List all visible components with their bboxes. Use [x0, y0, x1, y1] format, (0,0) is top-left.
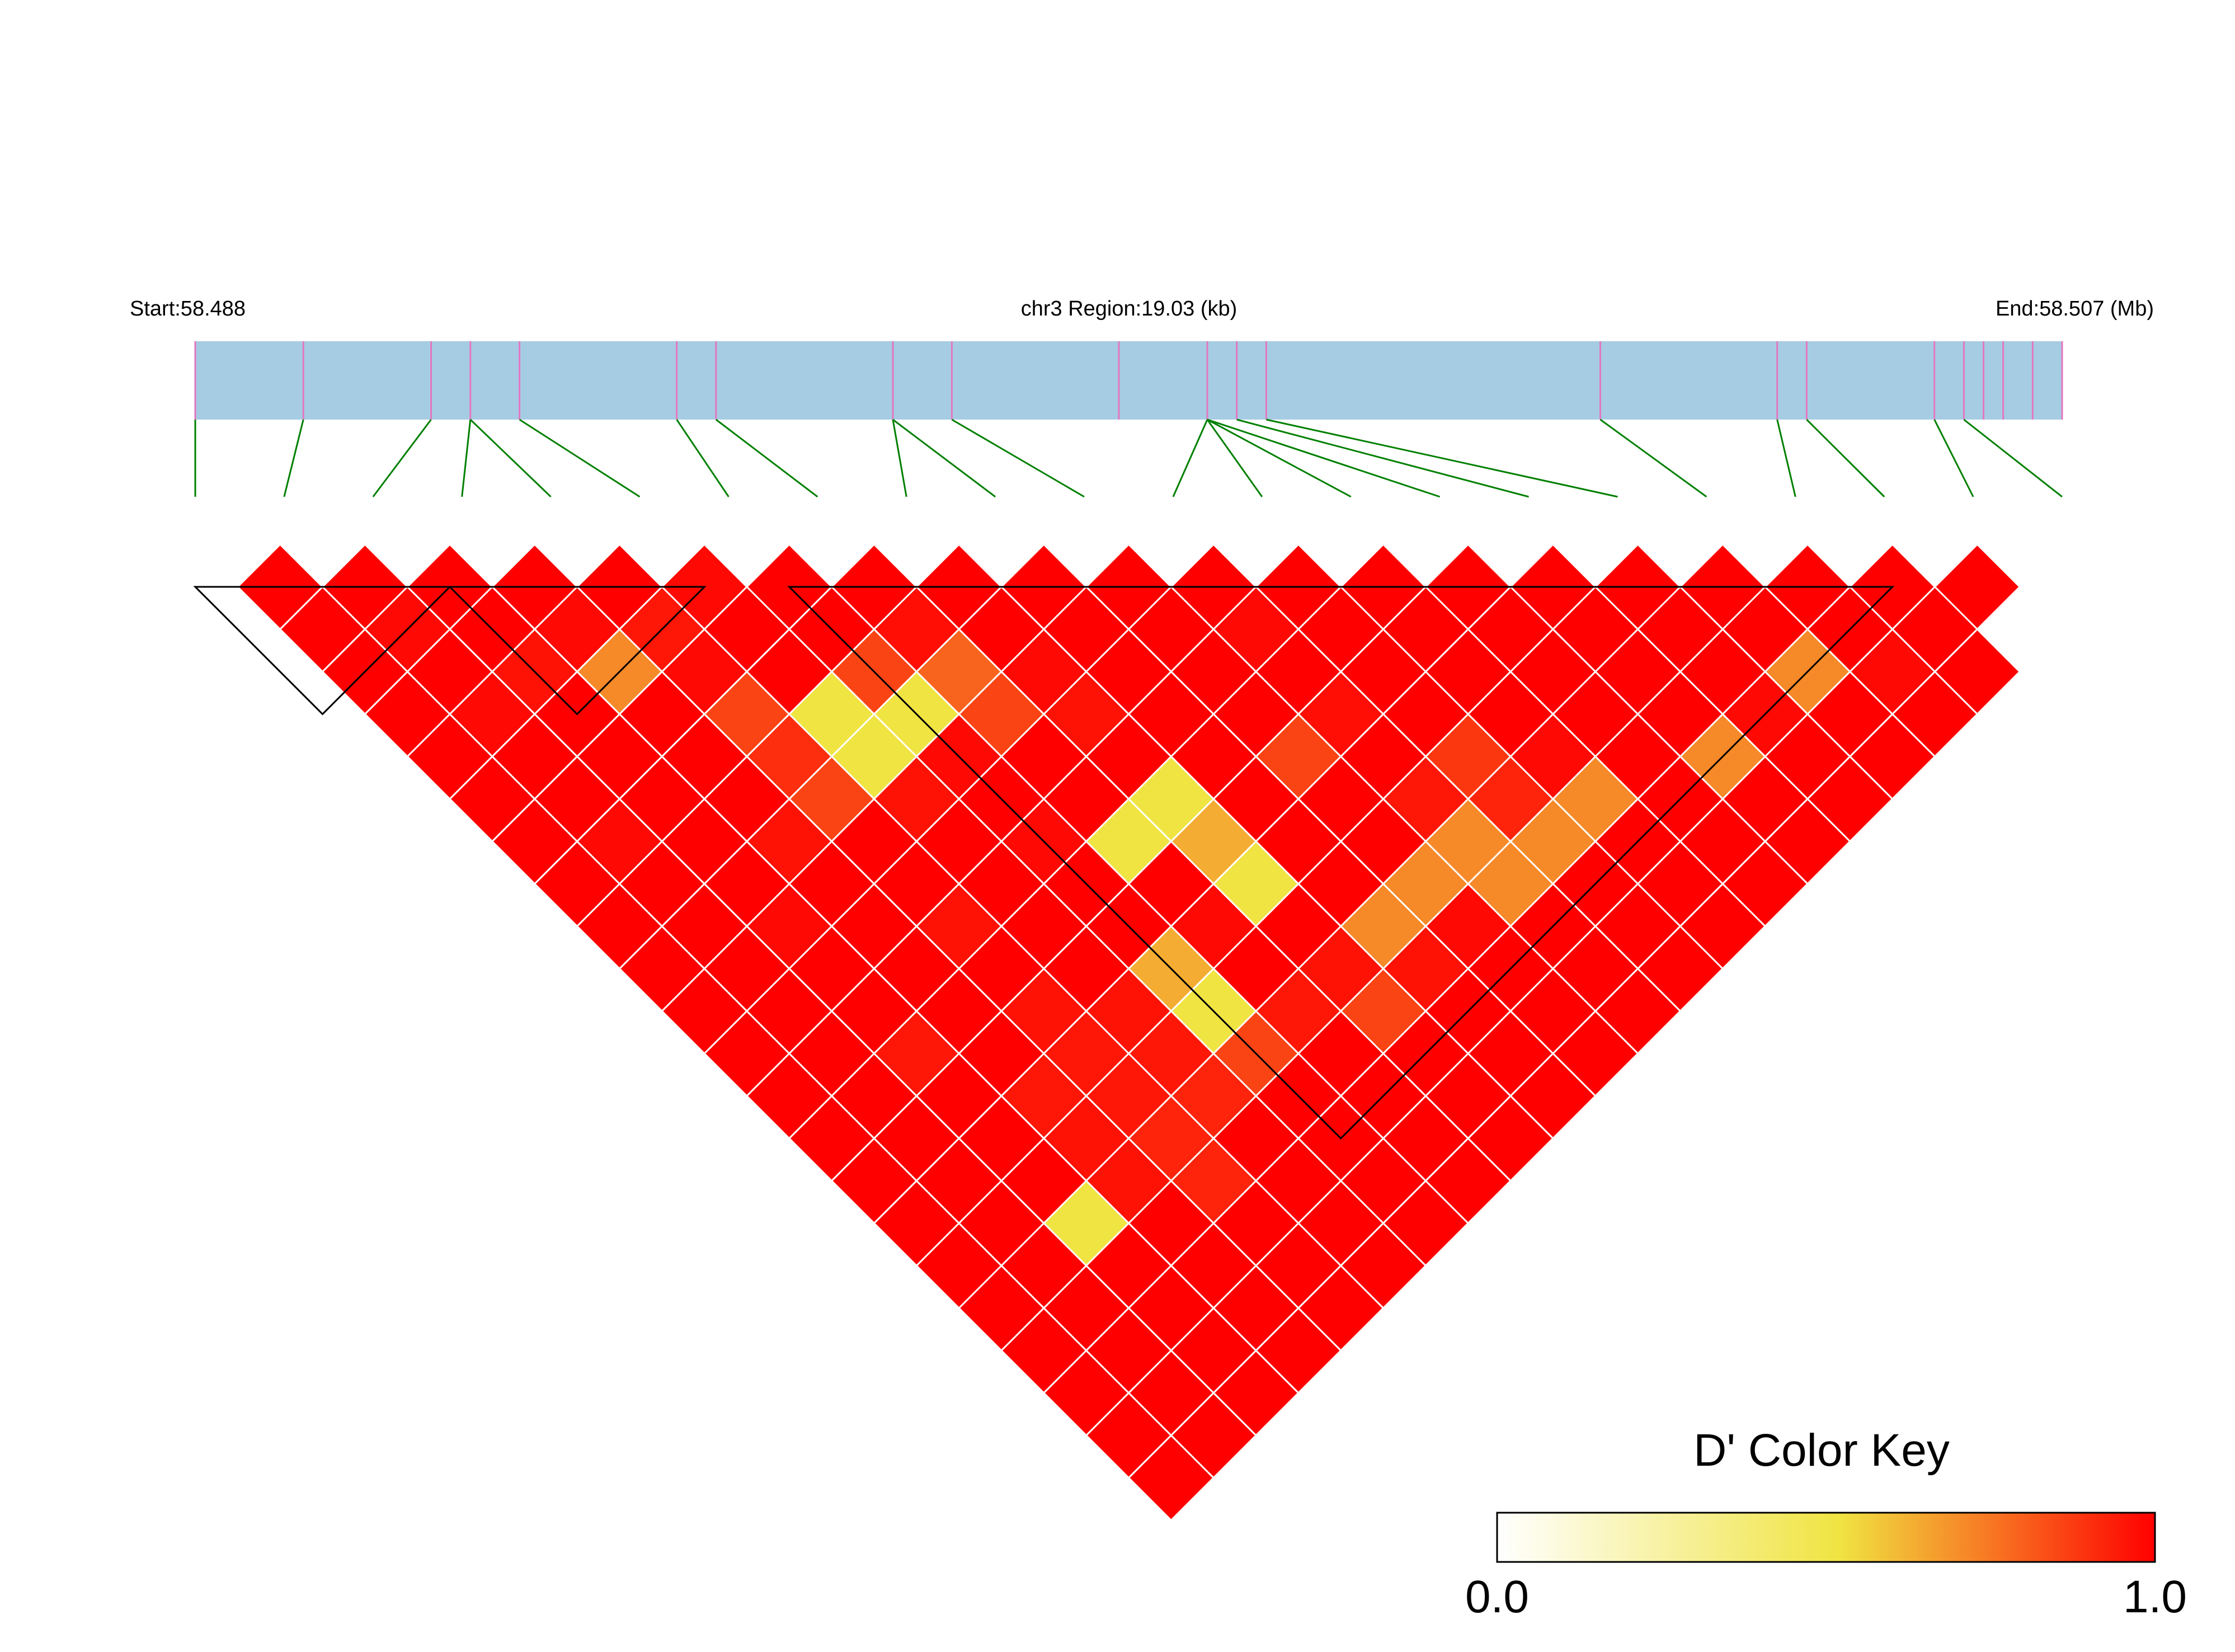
ld-blocks	[193, 586, 1895, 1140]
color-key-title: D' Color Key	[1693, 1425, 1950, 1476]
snp-connector-18	[1776, 419, 1796, 497]
snp-connector-14	[1207, 418, 1441, 498]
ld-block-2	[787, 586, 1895, 1140]
snp-connector-6	[676, 419, 730, 497]
snp-connector-11	[1172, 419, 1208, 497]
start-label: Start:58.488	[130, 297, 246, 321]
snp-connector-10	[951, 418, 1085, 498]
snp-connector-16	[1266, 418, 1618, 498]
genomic-track	[195, 341, 2062, 420]
snp-connectors	[194, 418, 2063, 498]
snp-connector-4	[469, 418, 552, 498]
color-key: D' Color Key 0.0 1.0	[1465, 1425, 2187, 1622]
ld-cell-0-22	[1127, 1434, 1215, 1522]
snp-connector-13	[1207, 418, 1352, 498]
region-label: chr3 Region:19.03 (kb)	[1021, 297, 1238, 321]
end-label: End:58.507 (Mb)	[1996, 297, 2154, 321]
color-key-max-label: 1.0	[2123, 1571, 2187, 1622]
ld-block-0	[193, 586, 452, 716]
snp-connector-12	[1206, 419, 1263, 497]
snp-connector-8	[892, 419, 907, 497]
color-key-min-label: 0.0	[1465, 1571, 1529, 1622]
snp-connector-15	[1236, 418, 1529, 498]
color-key-bar	[1496, 1512, 2156, 1563]
snp-connector-19	[1806, 418, 1885, 498]
snp-connector-1	[283, 419, 304, 497]
snp-connector-20	[1933, 419, 1974, 497]
snp-connector-3	[461, 419, 472, 497]
snp-ticks	[194, 341, 2063, 420]
snp-connector-2	[372, 419, 432, 497]
snp-connector-7	[715, 418, 818, 498]
ld-cells	[236, 543, 2021, 1522]
snp-connector-9	[892, 418, 996, 498]
snp-connector-5	[519, 418, 641, 498]
ld-block-1	[448, 586, 707, 716]
snp-connector-21	[1963, 418, 2063, 498]
snp-connector-17	[1599, 418, 1707, 498]
